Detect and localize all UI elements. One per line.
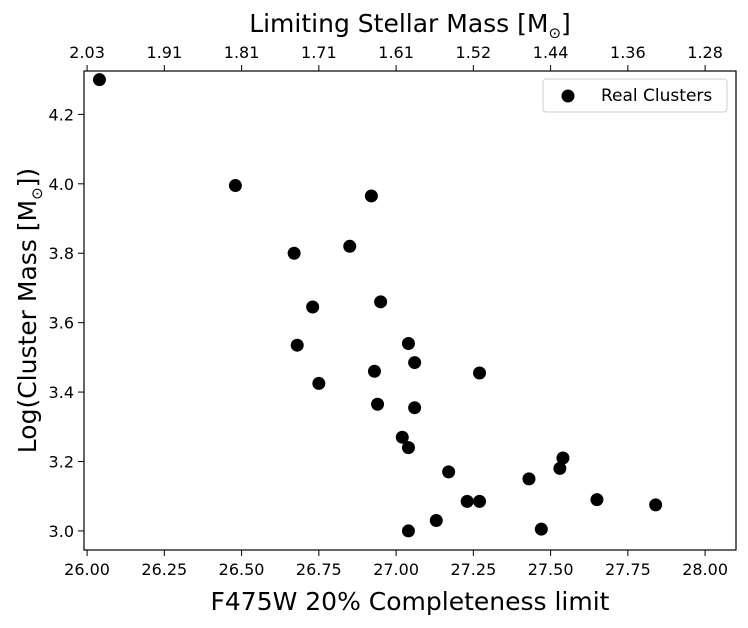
data-point <box>460 494 474 508</box>
top-x-tick-label: 1.36 <box>610 43 646 62</box>
data-point <box>534 522 548 536</box>
data-point <box>306 300 320 314</box>
top-x-tick-label: 1.71 <box>301 43 337 62</box>
x-tick-label: 27.25 <box>450 560 496 579</box>
x-tick-label: 26.75 <box>296 560 342 579</box>
top-x-tick-label: 1.61 <box>378 43 414 62</box>
legend-label: Real Clusters <box>601 86 712 106</box>
legend-marker <box>561 89 575 103</box>
data-point <box>364 189 378 203</box>
data-point <box>556 451 570 465</box>
legend: Real Clusters <box>542 78 728 113</box>
data-point <box>371 397 385 411</box>
y-tick-label: 3.6 <box>49 314 74 333</box>
data-point <box>442 465 456 479</box>
top-x-tick-label: 1.52 <box>456 43 492 62</box>
data-point <box>408 356 422 370</box>
y-tick-label: 4.2 <box>49 105 74 124</box>
data-points <box>92 73 663 538</box>
axes: 26.00 26.25 26.50 26.75 27.00 27.25 27.50 27.75… <box>49 43 737 579</box>
data-point <box>287 246 301 260</box>
data-point <box>401 441 415 455</box>
axis-labels: Limiting Stellar Mass [M⊙] F475W 20% Com… <box>13 9 610 616</box>
data-point <box>395 430 409 444</box>
y-tick-label: 3.8 <box>49 244 74 263</box>
x-tick-label: 26.25 <box>141 560 187 579</box>
data-point <box>312 376 326 390</box>
top-x-tick-label: 2.03 <box>69 43 105 62</box>
data-point <box>553 461 567 475</box>
data-point <box>228 179 242 193</box>
x-tick-label: 27.75 <box>605 560 651 579</box>
data-point <box>649 498 663 512</box>
data-point <box>343 239 357 253</box>
data-point <box>401 524 415 538</box>
y-axis-label: Log(Cluster Mass [M⊙]) <box>13 168 46 453</box>
x-tick-label: 27.00 <box>373 560 419 579</box>
data-point <box>429 513 443 527</box>
data-point <box>401 336 415 350</box>
top-x-tick-label: 1.81 <box>224 43 260 62</box>
data-point <box>590 493 604 507</box>
data-point <box>367 364 381 378</box>
x-tick-label: 28.00 <box>682 560 728 579</box>
plot-frame <box>83 70 737 551</box>
y-tick-label: 3.0 <box>49 522 74 541</box>
x-axis-label: F475W 20% Completeness limit <box>211 587 610 616</box>
x-tick-label: 26.00 <box>64 560 110 579</box>
x-tick-label: 26.50 <box>219 560 265 579</box>
data-point <box>473 366 487 380</box>
data-point <box>473 494 487 508</box>
y-tick-label: 4.0 <box>49 175 74 194</box>
legend-box <box>542 78 728 113</box>
y-tick-label: 3.4 <box>49 383 74 402</box>
data-point <box>522 472 536 486</box>
top-x-tick-label: 1.44 <box>533 43 569 62</box>
top-x-tick-label: 1.28 <box>687 43 723 62</box>
data-point <box>290 338 304 352</box>
data-point <box>92 73 106 87</box>
x-tick-label: 27.50 <box>528 560 574 579</box>
top-x-tick-label: 1.91 <box>147 43 183 62</box>
data-point <box>408 401 422 415</box>
top-axis-label: Limiting Stellar Mass [M⊙] <box>249 9 571 42</box>
data-point <box>374 295 388 309</box>
y-tick-label: 3.2 <box>49 452 74 471</box>
